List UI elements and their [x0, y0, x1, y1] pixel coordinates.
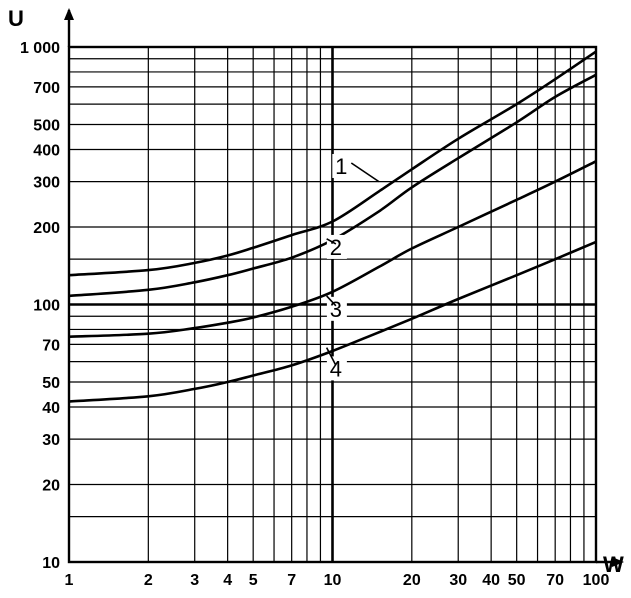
curve-label-bg — [326, 296, 347, 321]
y-tick-label: 50 — [42, 375, 60, 392]
y-tick-label: 1 000 — [20, 40, 60, 57]
y-tick-label: 500 — [33, 118, 60, 135]
x-tick-label: 50 — [508, 572, 526, 589]
x-tick-label: 5 — [249, 572, 258, 589]
grid — [68, 46, 597, 563]
y-tick-label: 700 — [33, 80, 60, 97]
curve-leader-3 — [326, 295, 337, 307]
curve-4 — [68, 240, 597, 403]
x-tick-label: 100 — [583, 572, 610, 589]
curve-label-1: 1 — [335, 154, 347, 179]
y-tick-label: 300 — [33, 175, 60, 192]
curve-leader-4 — [325, 347, 337, 366]
curve-leader-1 — [350, 162, 380, 183]
curve-labels: 1 2 3 4 — [325, 153, 380, 381]
y-tick-label: 70 — [42, 337, 60, 354]
y-tick-label: 100 — [33, 298, 60, 315]
x-tick-label: 20 — [403, 572, 421, 589]
y-tick-label: 40 — [42, 400, 60, 417]
y-tick-label: 400 — [33, 142, 60, 159]
curve-label-3: 3 — [330, 297, 342, 322]
y-axis-arrow — [64, 8, 74, 20]
curve-label-2: 2 — [330, 235, 342, 260]
tick-labels: 1 2 3 4 5 7 10 20 30 40 50 70 1001020304050701002003… — [20, 40, 609, 589]
x-tick-label: 4 — [223, 572, 232, 589]
curve-leader-2 — [326, 238, 337, 245]
curve-3 — [68, 160, 597, 338]
y-axis-title: U — [8, 6, 24, 31]
plot-frame — [67, 45, 598, 564]
curve-label-4: 4 — [330, 356, 342, 381]
x-tick-label: 7 — [287, 572, 296, 589]
x-tick-label: 40 — [482, 572, 500, 589]
y-tick-label: 20 — [42, 477, 60, 494]
y-tick-label: 200 — [33, 220, 60, 237]
x-tick-label: 1 — [65, 572, 74, 589]
x-tick-label: 2 — [144, 572, 153, 589]
axes — [64, 8, 624, 567]
y-tick-label: 10 — [42, 555, 60, 572]
x-axis-arrow — [612, 557, 624, 567]
x-axis-title: W — [603, 552, 624, 577]
x-tick-label: 30 — [449, 572, 467, 589]
curve-label-bg — [332, 153, 353, 178]
x-tick-label: 70 — [546, 572, 564, 589]
x-tick-label: 10 — [324, 572, 342, 589]
y-tick-label: 30 — [42, 432, 60, 449]
curve-label-bg — [326, 356, 347, 381]
x-tick-label: 3 — [190, 572, 199, 589]
curve-1 — [68, 50, 597, 277]
